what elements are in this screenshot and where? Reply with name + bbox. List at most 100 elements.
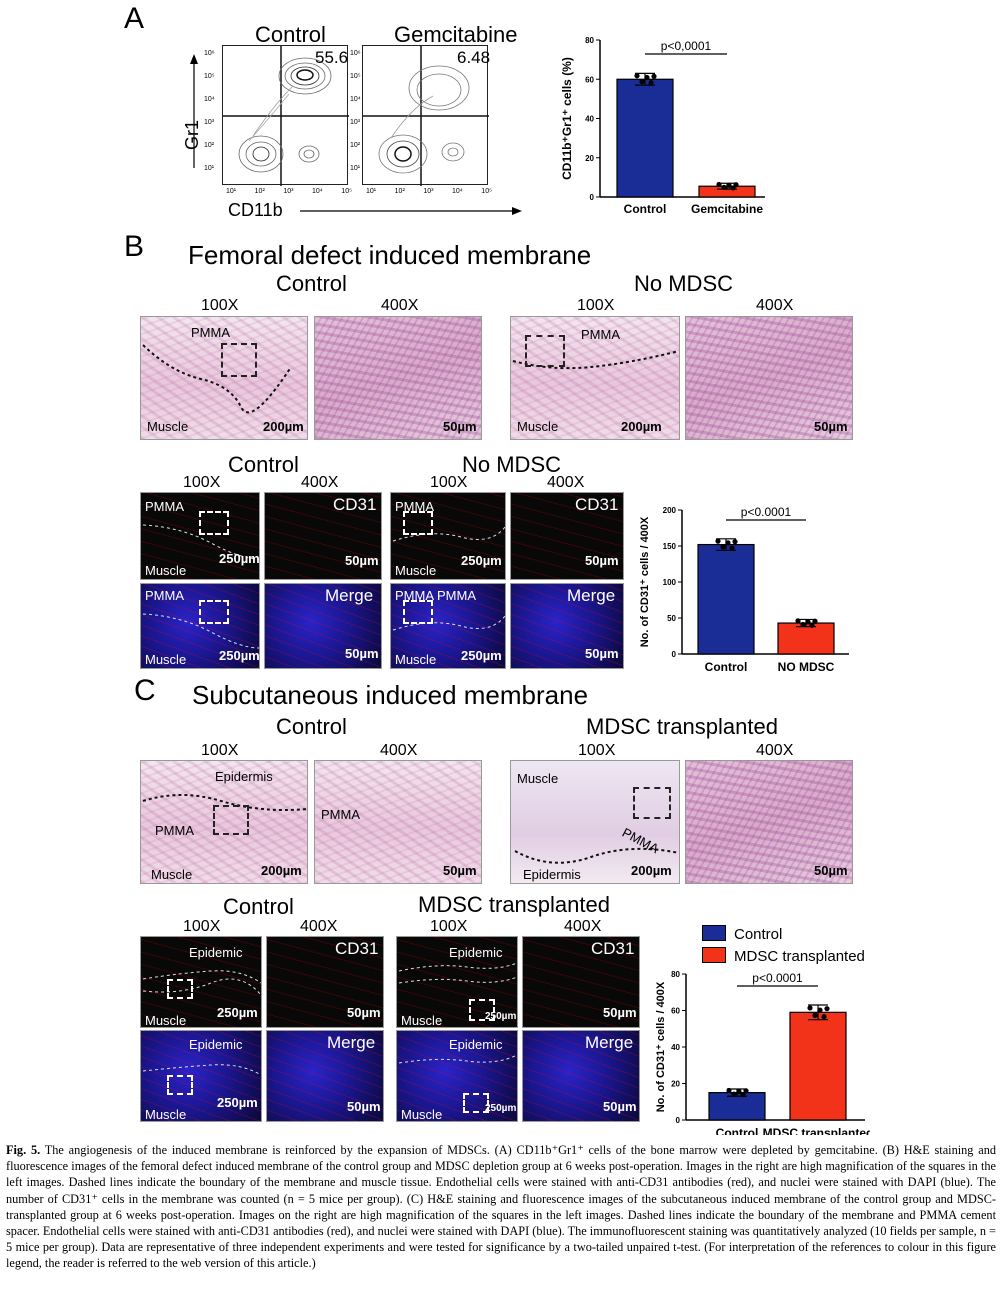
- legend-item-mdsc: MDSC transplanted: [702, 946, 865, 968]
- c-if-right-group: MDSC transplanted: [418, 892, 610, 917]
- flow-plot-gemcitabine: 6.48: [362, 45, 490, 186]
- panel-b-title: Femoral defect induced membrane: [188, 240, 592, 270]
- flow-right-y-ticks: 10⁶ 10⁵ 10⁴ 10³ 10² 10¹: [350, 50, 361, 172]
- flow-axes: [190, 54, 522, 215]
- b-if-left-mag400: 400X: [301, 474, 339, 491]
- b-he-right-mag400: 400X: [756, 297, 794, 314]
- chart-category-1: MDSC transplanted: [763, 1126, 870, 1135]
- chart-point: [743, 1088, 749, 1094]
- c-he-control-400-pmma: PMMA: [321, 807, 360, 822]
- caption-text: The angiogenesis of the induced membrane…: [6, 1143, 996, 1271]
- b-if-nomdsc-cd31-400x: CD31 50µm: [510, 492, 624, 580]
- b-if-control-merge-label: Merge: [325, 586, 374, 605]
- c-he-control-400-scale: 50µm: [443, 863, 477, 878]
- c-if-control-epidemic-2: Epidemic: [189, 1037, 243, 1052]
- b-if-nomdsc-scale-1: 250µm: [461, 553, 502, 568]
- b-if-control-cd31-label: CD31: [333, 495, 377, 514]
- b-if-control-muscle-1: Muscle: [145, 563, 187, 578]
- b-if-right-mag400: 400X: [547, 474, 585, 491]
- b-if-nomdsc-cd31-100x: PMMA Muscle 250µm: [390, 492, 506, 580]
- chart-y-tick-label: 0: [676, 1116, 681, 1125]
- chart-y-tick-label: 80: [671, 970, 680, 979]
- c-if-control-cd31-100x: Epidemic Muscle 250µm: [140, 936, 262, 1028]
- b-he-left-mag100: 100X: [201, 297, 239, 314]
- b-if-control-scale-4: 50µm: [345, 646, 379, 661]
- chart-category-0: Control: [705, 660, 748, 674]
- c-he-left-mag100: 100X: [201, 742, 239, 759]
- c-he-control-pmma: PMMA: [155, 823, 194, 838]
- c-he-right-mag100: 100X: [578, 742, 616, 759]
- c-he-mdsc-400-scale: 50µm: [814, 863, 848, 878]
- chart-point: [812, 1012, 818, 1018]
- b-he-nomdsc-100x: PMMA Muscle 200µm: [510, 316, 680, 440]
- chart-point: [644, 74, 650, 81]
- c-he-right-group: MDSC transplanted: [586, 714, 778, 739]
- chart-point: [726, 1087, 732, 1094]
- c-he-mdsc-scale: 200µm: [631, 863, 672, 878]
- flow-left-x-ticks: 10¹ 10² 10³ 10⁴ 10⁵: [226, 188, 352, 195]
- chart-y-tick-label: 40: [671, 1043, 680, 1052]
- c-if-control-cd31-label: CD31: [335, 939, 379, 958]
- c-if-control-merge-label: Merge: [327, 1033, 376, 1052]
- chart-y-tick-label: 40: [585, 115, 594, 124]
- b-if-control-muscle-2: Muscle: [145, 652, 187, 667]
- panel-b-letter: B: [124, 230, 145, 263]
- chart-category-0: Control: [716, 1126, 759, 1135]
- panel-a-letter: A: [124, 2, 145, 35]
- c-if-mdsc-scale-3: 250µm: [485, 1103, 517, 1114]
- chart-y-tick-label: 0: [672, 650, 677, 659]
- b-if-control-scale-2: 50µm: [345, 553, 379, 568]
- chart-y-tick-label: 200: [663, 506, 677, 515]
- chart-y-tick-label: 80: [585, 36, 594, 45]
- b-if-control-merge-400x: Merge 50µm: [264, 583, 382, 669]
- b-he-nomdsc-400-scale: 50µm: [814, 419, 848, 434]
- b-if-nomdsc-scale-4: 50µm: [585, 646, 619, 661]
- b-he-nomdsc-scale: 200µm: [621, 419, 662, 434]
- chart-point: [824, 1006, 830, 1012]
- chart-point: [648, 80, 654, 86]
- bar-chart-a: CD11b⁺Gr1⁺ cells (%) 0 20 40 60 80 Control Gemc…: [560, 36, 765, 216]
- chart-point: [731, 1091, 737, 1097]
- c-he-left-mag400: 400X: [380, 742, 418, 759]
- chart-point: [740, 1092, 746, 1098]
- c-if-mdsc-cd31-100x: Epidemic Muscle 250µm: [396, 936, 518, 1028]
- chart-bar-1: [789, 1011, 847, 1121]
- c-if-control-merge-400x: Merge 50µm: [266, 1030, 384, 1122]
- b-if-control-scale-1: 250µm: [219, 551, 260, 566]
- chart-category-0: Control: [624, 202, 667, 216]
- b-if-nomdsc-merge-label: Merge: [567, 586, 616, 605]
- c-he-mdsc-100x: Muscle PMMA Epidermis 200µm: [510, 760, 680, 884]
- chart-point: [726, 182, 732, 188]
- chart-point: [733, 182, 739, 188]
- c-he-mdsc-muscle: Muscle: [517, 771, 559, 786]
- chart-y-tick-label: 0: [590, 193, 595, 202]
- chart-point: [821, 1014, 827, 1020]
- b-if-control-pmma-2: PMMA: [145, 588, 184, 603]
- c-if-mdsc-cd31-400x: CD31 50µm: [522, 936, 640, 1028]
- b-he-control-400x: 50µm: [314, 316, 482, 440]
- c-if-right-mag400: 400X: [564, 918, 602, 935]
- c-if-control-scale-2: 50µm: [347, 1005, 381, 1020]
- c-if-control-merge-100x: Epidemic Muscle 250µm: [140, 1030, 262, 1122]
- b-if-nomdsc-pmma-1: PMMA: [395, 499, 434, 514]
- chart-ylabel: No. of CD31⁺ cells / 400X: [639, 516, 651, 647]
- flow-x-axis-label: CD11b: [228, 200, 283, 220]
- c-if-control-scale-4: 50µm: [347, 1099, 381, 1114]
- b-if-nomdsc-scale-2: 50µm: [585, 553, 619, 568]
- flow-left-title: Control: [255, 22, 326, 47]
- chart-bar-0: [697, 543, 755, 655]
- b-he-control-400-scale: 50µm: [443, 419, 477, 434]
- chart-point: [805, 619, 811, 625]
- c-he-control-400x: PMMA 50µm: [314, 760, 482, 884]
- b-he-control-100x: PMMA Muscle 200µm: [140, 316, 308, 440]
- chart-point: [639, 79, 645, 85]
- c-if-mdsc-merge-400x: Merge 50µm: [522, 1030, 640, 1122]
- chart-y-tick-label: 60: [671, 1007, 680, 1016]
- b-he-right-mag100: 100X: [577, 297, 615, 314]
- b-if-nomdsc-pmma-2: PMMA: [395, 588, 434, 603]
- c-if-right-mag100: 100X: [430, 918, 468, 935]
- chart-point: [725, 540, 731, 546]
- chart-point: [736, 1088, 742, 1095]
- chart-y-tick-label: 20: [585, 154, 594, 163]
- b-he-nomdsc-400x: 50µm: [685, 316, 853, 440]
